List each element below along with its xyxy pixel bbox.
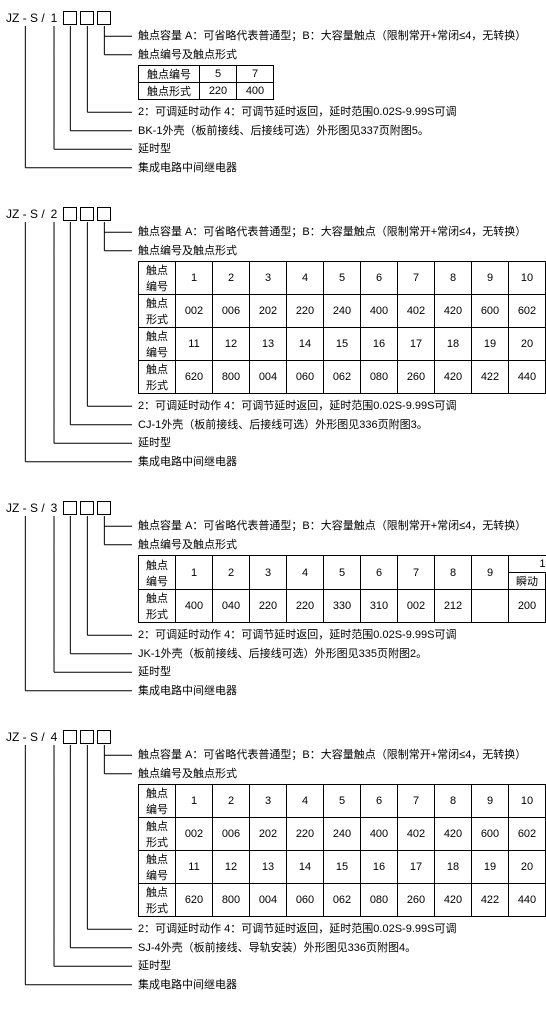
spec-block-2: JZ - S / 2 触点容量 A：可省略代表普通型；B：大容量触点（限制常开+常闭… (6, 206, 540, 470)
code-digit: 2 (51, 207, 58, 221)
contact-table: 触点编号12345678910触点形式002006202220240400402… (138, 261, 546, 394)
line-timing: 2：可调延时动作 4：可调节延时返回，延时范围0.02S-9.99S可调 (138, 627, 540, 644)
line-relay-type: 集成电路中间继电器 (138, 683, 540, 700)
contact-table: 触点编号12345678910触点形式002006202220240400402… (138, 784, 546, 917)
line-capacity: 触点容量 A：可省略代表普通型；B：大容量触点（限制常开+常闭≤4，无转换） (138, 518, 540, 535)
code-row: JZ - S / 1 (6, 10, 540, 26)
code-row: JZ - S / 2 (6, 206, 540, 222)
line-table-intro: 触点编号及触点形式 (138, 537, 540, 554)
code-prefix: JZ - S / (6, 11, 45, 25)
spec-block-3: JZ - S / 3 触点容量 A：可省略代表普通型；B：大容量触点（限制常开+常闭… (6, 500, 540, 699)
line-timing: 2：可调延时动作 4：可调节延时返回，延时范围0.02S-9.99S可调 (138, 104, 540, 121)
line-timing: 2：可调延时动作 4：可调节延时返回，延时范围0.02S-9.99S可调 (138, 921, 540, 938)
line-table-intro: 触点编号及触点形式 (138, 243, 540, 260)
code-digit: 1 (51, 11, 58, 25)
code-prefix: JZ - S / (6, 730, 45, 744)
line-table-intro: 触点编号及触点形式 (138, 47, 540, 64)
code-placeholder-box (97, 501, 111, 515)
line-shell: BK-1外壳（板前接线、后接线可选）外形图见337页附图5。 (138, 123, 540, 140)
line-capacity: 触点容量 A：可省略代表普通型；B：大容量触点（限制常开+常闭≤4，无转换） (138, 224, 540, 241)
code-placeholder-box (63, 730, 77, 744)
code-digit: 4 (51, 730, 58, 744)
line-relay-type: 集成电路中间继电器 (138, 160, 540, 177)
code-digit: 3 (51, 501, 58, 515)
line-relay-type: 集成电路中间继电器 (138, 977, 540, 994)
line-delay-type: 延时型 (138, 958, 540, 975)
content-area: 触点容量 A：可省略代表普通型；B：大容量触点（限制常开+常闭≤4，无转换） 触点… (138, 28, 540, 176)
content-area: 触点容量 A：可省略代表普通型；B：大容量触点（限制常开+常闭≤4，无转换） 触点… (138, 518, 540, 699)
line-shell: SJ-4外壳（板前接线、导轨安装）外形图见336页附图4。 (138, 940, 540, 957)
line-capacity: 触点容量 A：可省略代表普通型；B：大容量触点（限制常开+常闭≤4，无转换） (138, 28, 540, 45)
spec-block-4: JZ - S / 4 触点容量 A：可省略代表普通型；B：大容量触点（限制常开+常闭… (6, 729, 540, 993)
code-placeholder-box (63, 207, 77, 221)
line-delay-type: 延时型 (138, 435, 540, 452)
line-relay-type: 集成电路中间继电器 (138, 454, 540, 471)
code-placeholder-box (97, 207, 111, 221)
line-shell: CJ-1外壳（板前接线、后接线可选）外形图见336页附图3。 (138, 417, 540, 434)
contact-table: 触点编号12345678918瞬动延时触点形式40004022022033031… (138, 555, 546, 623)
code-placeholder-box (80, 730, 94, 744)
line-table-intro: 触点编号及触点形式 (138, 766, 540, 783)
code-placeholder-box (97, 730, 111, 744)
code-placeholder-box (97, 11, 111, 25)
code-placeholder-box (80, 11, 94, 25)
code-placeholder-box (63, 501, 77, 515)
code-prefix: JZ - S / (6, 501, 45, 515)
code-placeholder-box (80, 501, 94, 515)
code-row: JZ - S / 4 (6, 729, 540, 745)
line-timing: 2：可调延时动作 4：可调节延时返回，延时范围0.02S-9.99S可调 (138, 398, 540, 415)
line-delay-type: 延时型 (138, 141, 540, 158)
code-row: JZ - S / 3 (6, 500, 540, 516)
line-delay-type: 延时型 (138, 664, 540, 681)
line-capacity: 触点容量 A：可省略代表普通型；B：大容量触点（限制常开+常闭≤4，无转换） (138, 747, 540, 764)
spec-block-1: JZ - S / 1 触点容量 A：可省略代表普通型；B：大容量触点（限制常开+常闭… (6, 10, 540, 176)
contact-table: 触点编号57触点形式220400 (138, 65, 274, 100)
code-placeholder-box (63, 11, 77, 25)
code-prefix: JZ - S / (6, 207, 45, 221)
content-area: 触点容量 A：可省略代表普通型；B：大容量触点（限制常开+常闭≤4，无转换） 触点… (138, 747, 540, 993)
content-area: 触点容量 A：可省略代表普通型；B：大容量触点（限制常开+常闭≤4，无转换） 触点… (138, 224, 540, 470)
line-shell: JK-1外壳（板前接线、后接线可选）外形图见335页附图2。 (138, 646, 540, 663)
code-placeholder-box (80, 207, 94, 221)
